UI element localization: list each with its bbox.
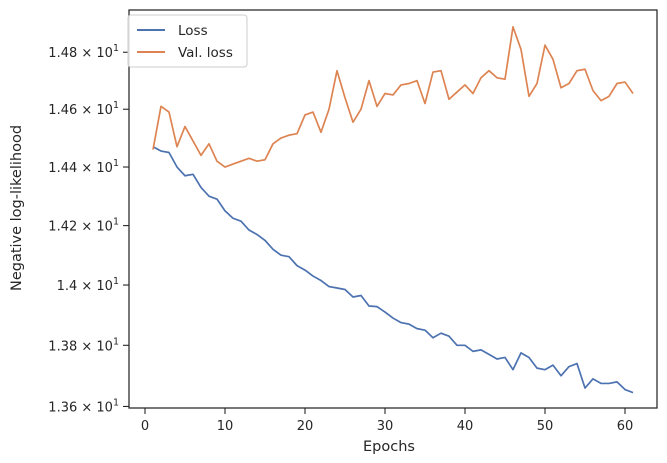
legend: Loss Val. loss xyxy=(127,14,248,68)
x-tick-label: 0 xyxy=(141,419,149,434)
y-tick-label: 1.42 × 101 xyxy=(48,217,119,235)
series-layer xyxy=(152,26,634,394)
x-tick-label: 30 xyxy=(377,419,394,434)
series-line-loss xyxy=(152,145,634,394)
x-tick-label: 20 xyxy=(297,419,314,434)
y-axis: 1.36 × 101 1.38 × 101 1.4 × 101 1.42 × 101 1… xyxy=(48,43,129,415)
y-tick-label: 1.38 × 101 xyxy=(48,336,119,354)
y-tick-label: 1.4 × 101 xyxy=(57,276,119,294)
x-tick-label: 60 xyxy=(617,419,634,434)
legend-label-val-loss: Val. loss xyxy=(178,45,233,61)
y-tick-label: 1.36 × 101 xyxy=(48,397,119,415)
plot-border xyxy=(128,9,658,409)
y-tick-label: 1.48 × 101 xyxy=(48,43,119,61)
plot-area xyxy=(128,9,658,409)
x-axis: 0 10 20 30 40 50 60 xyxy=(141,408,633,434)
x-tick-label: 10 xyxy=(217,419,234,434)
legend-label-loss: Loss xyxy=(178,23,208,39)
x-tick-label: 40 xyxy=(457,419,474,434)
series-line-val-loss xyxy=(152,26,634,168)
legend-box xyxy=(127,14,248,68)
y-axis-label: Negative log-likelihood xyxy=(9,125,25,291)
y-tick-label: 1.44 × 101 xyxy=(48,158,119,176)
y-tick-label: 1.46 × 101 xyxy=(48,100,119,118)
x-axis-label: Epochs xyxy=(363,439,415,455)
x-tick-label: 50 xyxy=(537,419,554,434)
